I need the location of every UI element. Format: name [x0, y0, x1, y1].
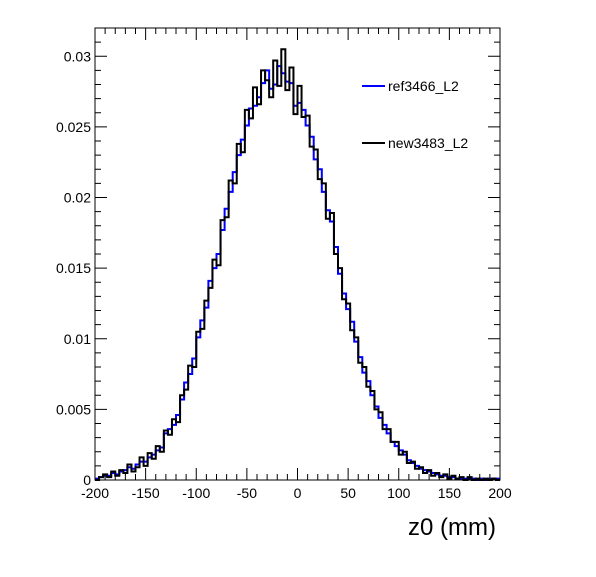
- axes-group: -200 -150 -100 -50 0 50 100 150 200 0 0.005 0.01 0.0…: [56, 27, 512, 501]
- x-axis-title: z0 (mm): [408, 514, 496, 541]
- x-tick-label: -50: [237, 485, 257, 501]
- series-line-new3483-l2: [95, 48, 500, 481]
- histogram-series-group: [95, 48, 500, 481]
- y-tick-label: 0.025: [56, 119, 91, 135]
- x-tick-label: 100: [387, 485, 411, 501]
- y-tick-label: 0: [83, 472, 91, 488]
- y-tick-label: 0.02: [64, 190, 91, 206]
- y-tick-label: 0.01: [64, 331, 91, 347]
- y-tick-label: 0.015: [56, 260, 91, 276]
- x-tick-label: 200: [488, 485, 512, 501]
- legend-label: new3483_L2: [388, 135, 468, 151]
- x-tick-label: 50: [340, 485, 356, 501]
- x-tick-label: 150: [438, 485, 462, 501]
- legend-label: ref3466_L2: [388, 78, 459, 94]
- x-tick-label: -150: [132, 485, 160, 501]
- x-tick-label: -200: [81, 485, 109, 501]
- x-tick-label: -100: [182, 485, 210, 501]
- y-tick-label: 0.03: [64, 48, 91, 64]
- legend: ref3466_L2 new3483_L2: [362, 78, 468, 151]
- y-tick-label: 0.005: [56, 401, 91, 417]
- series-line-ref3466-l2: [95, 65, 500, 481]
- x-tick-label: 0: [294, 485, 302, 501]
